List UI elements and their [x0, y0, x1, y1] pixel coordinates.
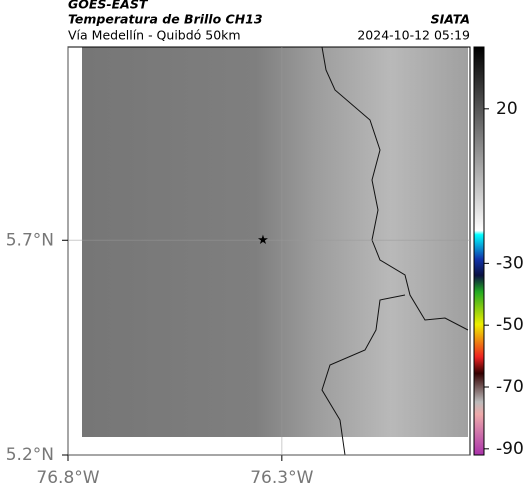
subtitle: Temperatura de Brillo CH13 — [68, 12, 263, 27]
region: Vía Medellín - Quibdó 50km — [68, 28, 241, 43]
x-tick-label: 76.8°W — [36, 468, 99, 488]
location-marker: ★ — [257, 233, 269, 248]
y-tick-label: 5.2°N — [6, 445, 54, 465]
y-tick-label: 5.7°N — [6, 230, 54, 250]
x-tick-label: 76.3°W — [250, 468, 313, 488]
colorbar-label: 20 — [496, 99, 518, 119]
timestamp: 2024-10-12 05:19 — [357, 28, 470, 43]
colorbar-label: -30 — [496, 253, 524, 273]
colorbar-label: -50 — [496, 315, 524, 335]
colorbar-label: -70 — [496, 377, 524, 397]
satellite-image — [82, 47, 468, 437]
source: SIATA — [431, 12, 470, 27]
title: GOES-EAST — [68, 0, 149, 12]
colorbar — [473, 46, 485, 456]
colorbar-label: -90 — [496, 439, 524, 459]
